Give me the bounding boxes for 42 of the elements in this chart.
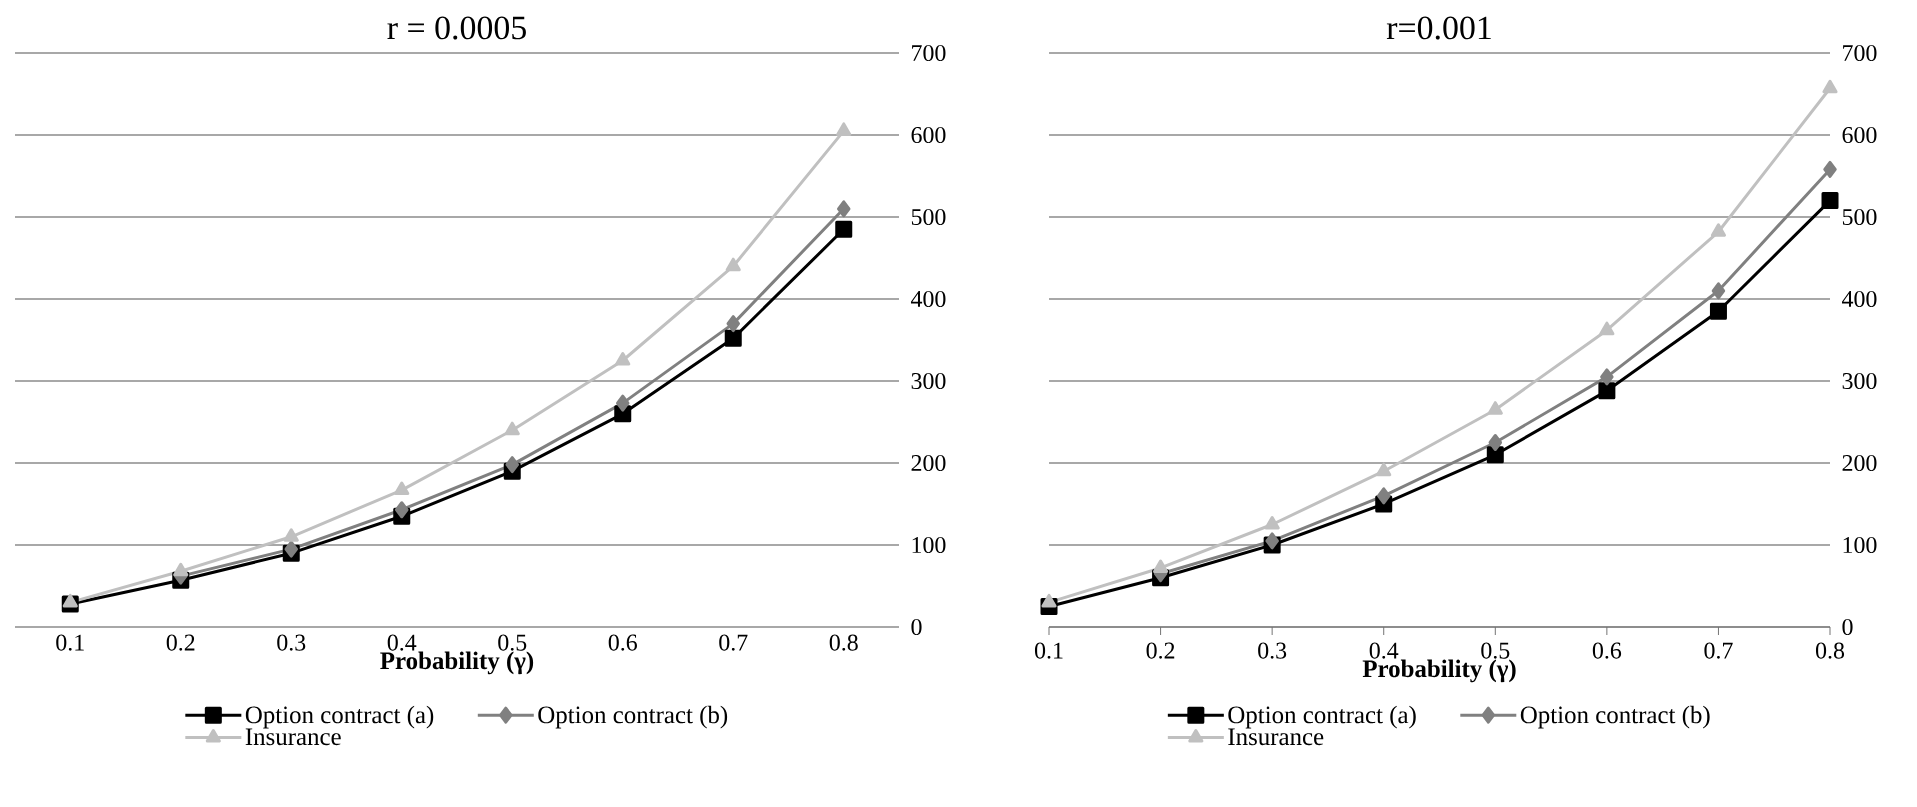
legend-label: Option contract (a) <box>245 705 434 729</box>
y-tick-label: 500 <box>1842 208 1877 226</box>
y-tick-label: 500 <box>911 208 946 226</box>
x-tick-label: 0.3 <box>277 634 306 651</box>
x-tick-label: 0.8 <box>1815 642 1845 659</box>
x-tick-label: 0.5 <box>1481 642 1510 659</box>
y-tick-label: 200 <box>911 454 946 472</box>
y-tick-label: 200 <box>1842 454 1877 472</box>
y-tick-label: 400 <box>1842 290 1877 308</box>
x-tick-label: 0.2 <box>1146 642 1175 659</box>
legend-label: Insurance <box>1228 728 1324 746</box>
x-tick-label: 0.8 <box>829 634 858 651</box>
x-tick-label: 0.4 <box>1369 642 1399 659</box>
y-tick-label: 0 <box>911 618 922 636</box>
y-tick-label: 700 <box>1843 44 1877 62</box>
y-tick-label: 100 <box>912 536 946 554</box>
y-tick-label: 600 <box>1842 126 1877 144</box>
legend-label: Option contract (a) <box>1228 705 1416 729</box>
x-tick-label: 0.7 <box>1704 642 1733 659</box>
y-tick-label: 300 <box>911 372 946 390</box>
x-axis-title: Probability (γ) <box>380 651 534 675</box>
x-tick-label: 0.2 <box>166 634 195 651</box>
y-tick-label: 400 <box>910 290 946 308</box>
y-tick-label: 700 <box>912 44 946 62</box>
y-tick-label: 300 <box>1842 372 1877 390</box>
x-tick-label: 0.3 <box>1258 642 1287 659</box>
x-tick-label: 0.6 <box>608 634 637 651</box>
chart-title: r = 0.0005 <box>387 16 526 40</box>
chart-title: r=0.001 <box>1386 16 1491 40</box>
y-tick-label: 100 <box>1843 536 1877 554</box>
x-tick-label: 0.5 <box>498 634 527 651</box>
x-tick-label: 0.1 <box>56 634 84 651</box>
x-tick-label: 0.1 <box>1034 642 1063 659</box>
x-tick-label: 0.4 <box>387 634 417 651</box>
legend-label: Insurance <box>245 728 341 746</box>
x-axis-title: Probability (γ) <box>1362 659 1516 683</box>
y-tick-label: 0 <box>1842 618 1853 636</box>
legend-label: Option contract (b) <box>538 705 728 729</box>
y-tick-label: 600 <box>911 126 946 144</box>
legend-label: Option contract (b) <box>1520 705 1710 729</box>
x-tick-label: 0.7 <box>719 634 748 651</box>
x-tick-label: 0.6 <box>1592 642 1622 659</box>
